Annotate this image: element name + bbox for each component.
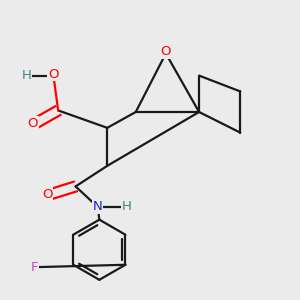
Text: O: O bbox=[160, 45, 171, 58]
Text: H: H bbox=[121, 200, 131, 214]
Text: O: O bbox=[48, 68, 59, 80]
Text: O: O bbox=[42, 188, 52, 201]
Text: H: H bbox=[22, 69, 32, 82]
Text: N: N bbox=[93, 200, 103, 214]
Text: F: F bbox=[31, 261, 38, 274]
Text: O: O bbox=[28, 117, 38, 130]
